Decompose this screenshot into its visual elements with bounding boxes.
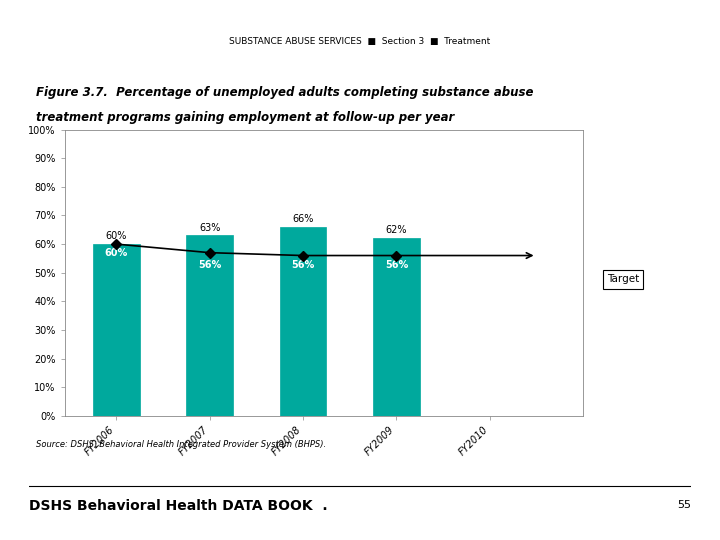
Bar xyxy=(93,244,140,416)
Text: DSHS Behavioral Health DATA BOOK  .: DSHS Behavioral Health DATA BOOK . xyxy=(29,500,328,514)
Text: Target: Target xyxy=(607,274,639,285)
Text: 56%: 56% xyxy=(384,260,408,270)
Text: 56%: 56% xyxy=(292,260,315,270)
Text: Source: DSHS, Behavioral Health Integrated Provider System (BHPS).: Source: DSHS, Behavioral Health Integrat… xyxy=(36,440,326,449)
Bar xyxy=(279,227,326,416)
Text: 66%: 66% xyxy=(292,214,314,224)
Text: 60%: 60% xyxy=(106,231,127,241)
Text: 63%: 63% xyxy=(199,222,220,233)
Text: 56%: 56% xyxy=(198,260,221,270)
Text: 62%: 62% xyxy=(386,226,407,235)
Text: treatment programs gaining employment at follow-up per year: treatment programs gaining employment at… xyxy=(36,111,454,124)
Text: 60%: 60% xyxy=(104,248,127,258)
Text: Figure 3.7.  Percentage of unemployed adults completing substance abuse: Figure 3.7. Percentage of unemployed adu… xyxy=(36,86,534,99)
Text: SUBSTANCE ABUSE SERVICES  ■  Section 3  ■  Treatment: SUBSTANCE ABUSE SERVICES ■ Section 3 ■ T… xyxy=(230,37,490,46)
Bar xyxy=(373,238,420,416)
Text: 55: 55 xyxy=(678,500,691,510)
Bar xyxy=(186,235,233,416)
